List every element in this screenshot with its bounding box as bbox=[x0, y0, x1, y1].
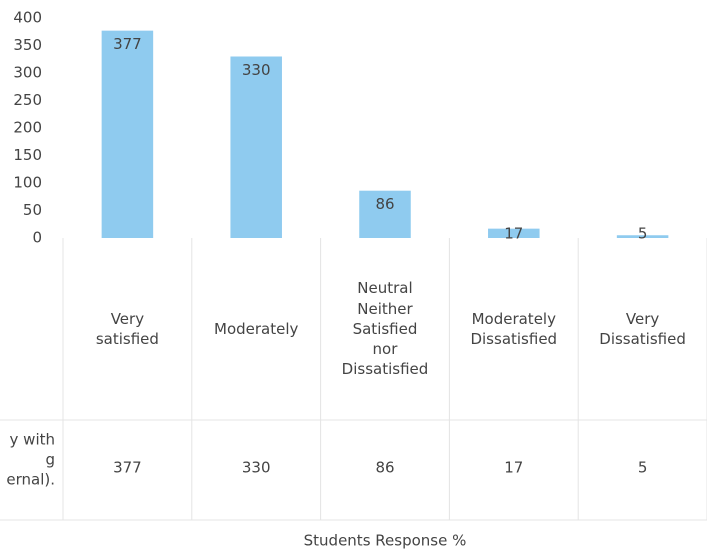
bar bbox=[230, 56, 282, 238]
table-value: 330 bbox=[242, 459, 271, 477]
bar bbox=[101, 30, 154, 239]
bar bbox=[616, 235, 669, 238]
y-tick-label: 350 bbox=[13, 36, 42, 54]
y-tick-label: 200 bbox=[13, 119, 42, 137]
table-value: 377 bbox=[113, 459, 142, 477]
bar bbox=[488, 228, 540, 238]
category-cell: Very satisfied bbox=[63, 242, 192, 416]
category-cell: Neutral Neither Satisfied nor Dissatisfi… bbox=[321, 242, 450, 416]
x-tick-label-box: Neutral Neither Satisfied nor Dissatisfi… bbox=[321, 242, 450, 416]
data-label: 330 bbox=[242, 61, 271, 79]
category-cell: Moderately bbox=[192, 242, 321, 416]
bar bbox=[359, 190, 411, 238]
y-tick-label: 50 bbox=[23, 201, 42, 219]
x-tick-label-box: Very satisfied bbox=[63, 242, 192, 416]
x-tick-label: Moderately Dissatisfied bbox=[470, 309, 558, 348]
x-tick-label: Very Dissatisfied bbox=[599, 309, 686, 348]
category-cell: Moderately Dissatisfied bbox=[449, 242, 578, 416]
data-label: 377 bbox=[113, 35, 142, 53]
table-value: 17 bbox=[504, 459, 523, 477]
y-tick-label: 300 bbox=[13, 64, 42, 82]
table-row-label: g bbox=[45, 451, 55, 469]
category-cell: Very Dissatisfied bbox=[578, 242, 707, 416]
x-tick-label: Very satisfied bbox=[95, 309, 159, 348]
x-tick-label-box: Very Dissatisfied bbox=[578, 242, 707, 416]
y-tick-label: 0 bbox=[32, 229, 42, 247]
data-label: 17 bbox=[504, 225, 523, 243]
x-axis-title: Students Response % bbox=[304, 532, 467, 550]
table-row-label: y with bbox=[10, 431, 55, 449]
x-tick-label: Neutral Neither Satisfied nor Dissatisfi… bbox=[341, 279, 429, 379]
x-tick-label-box: Moderately bbox=[192, 242, 321, 416]
y-tick-label: 400 bbox=[13, 9, 42, 27]
y-tick-label: 250 bbox=[13, 91, 42, 109]
y-tick-label: 150 bbox=[13, 146, 42, 164]
x-tick-label: Moderately bbox=[214, 319, 299, 338]
y-tick-label: 100 bbox=[13, 174, 42, 192]
table-row-label: ernal). bbox=[6, 471, 55, 489]
data-label: 5 bbox=[638, 225, 648, 243]
x-tick-label-box: Moderately Dissatisfied bbox=[449, 242, 578, 416]
data-label: 86 bbox=[375, 195, 394, 213]
table-value: 5 bbox=[638, 459, 648, 477]
table-value: 86 bbox=[375, 459, 394, 477]
